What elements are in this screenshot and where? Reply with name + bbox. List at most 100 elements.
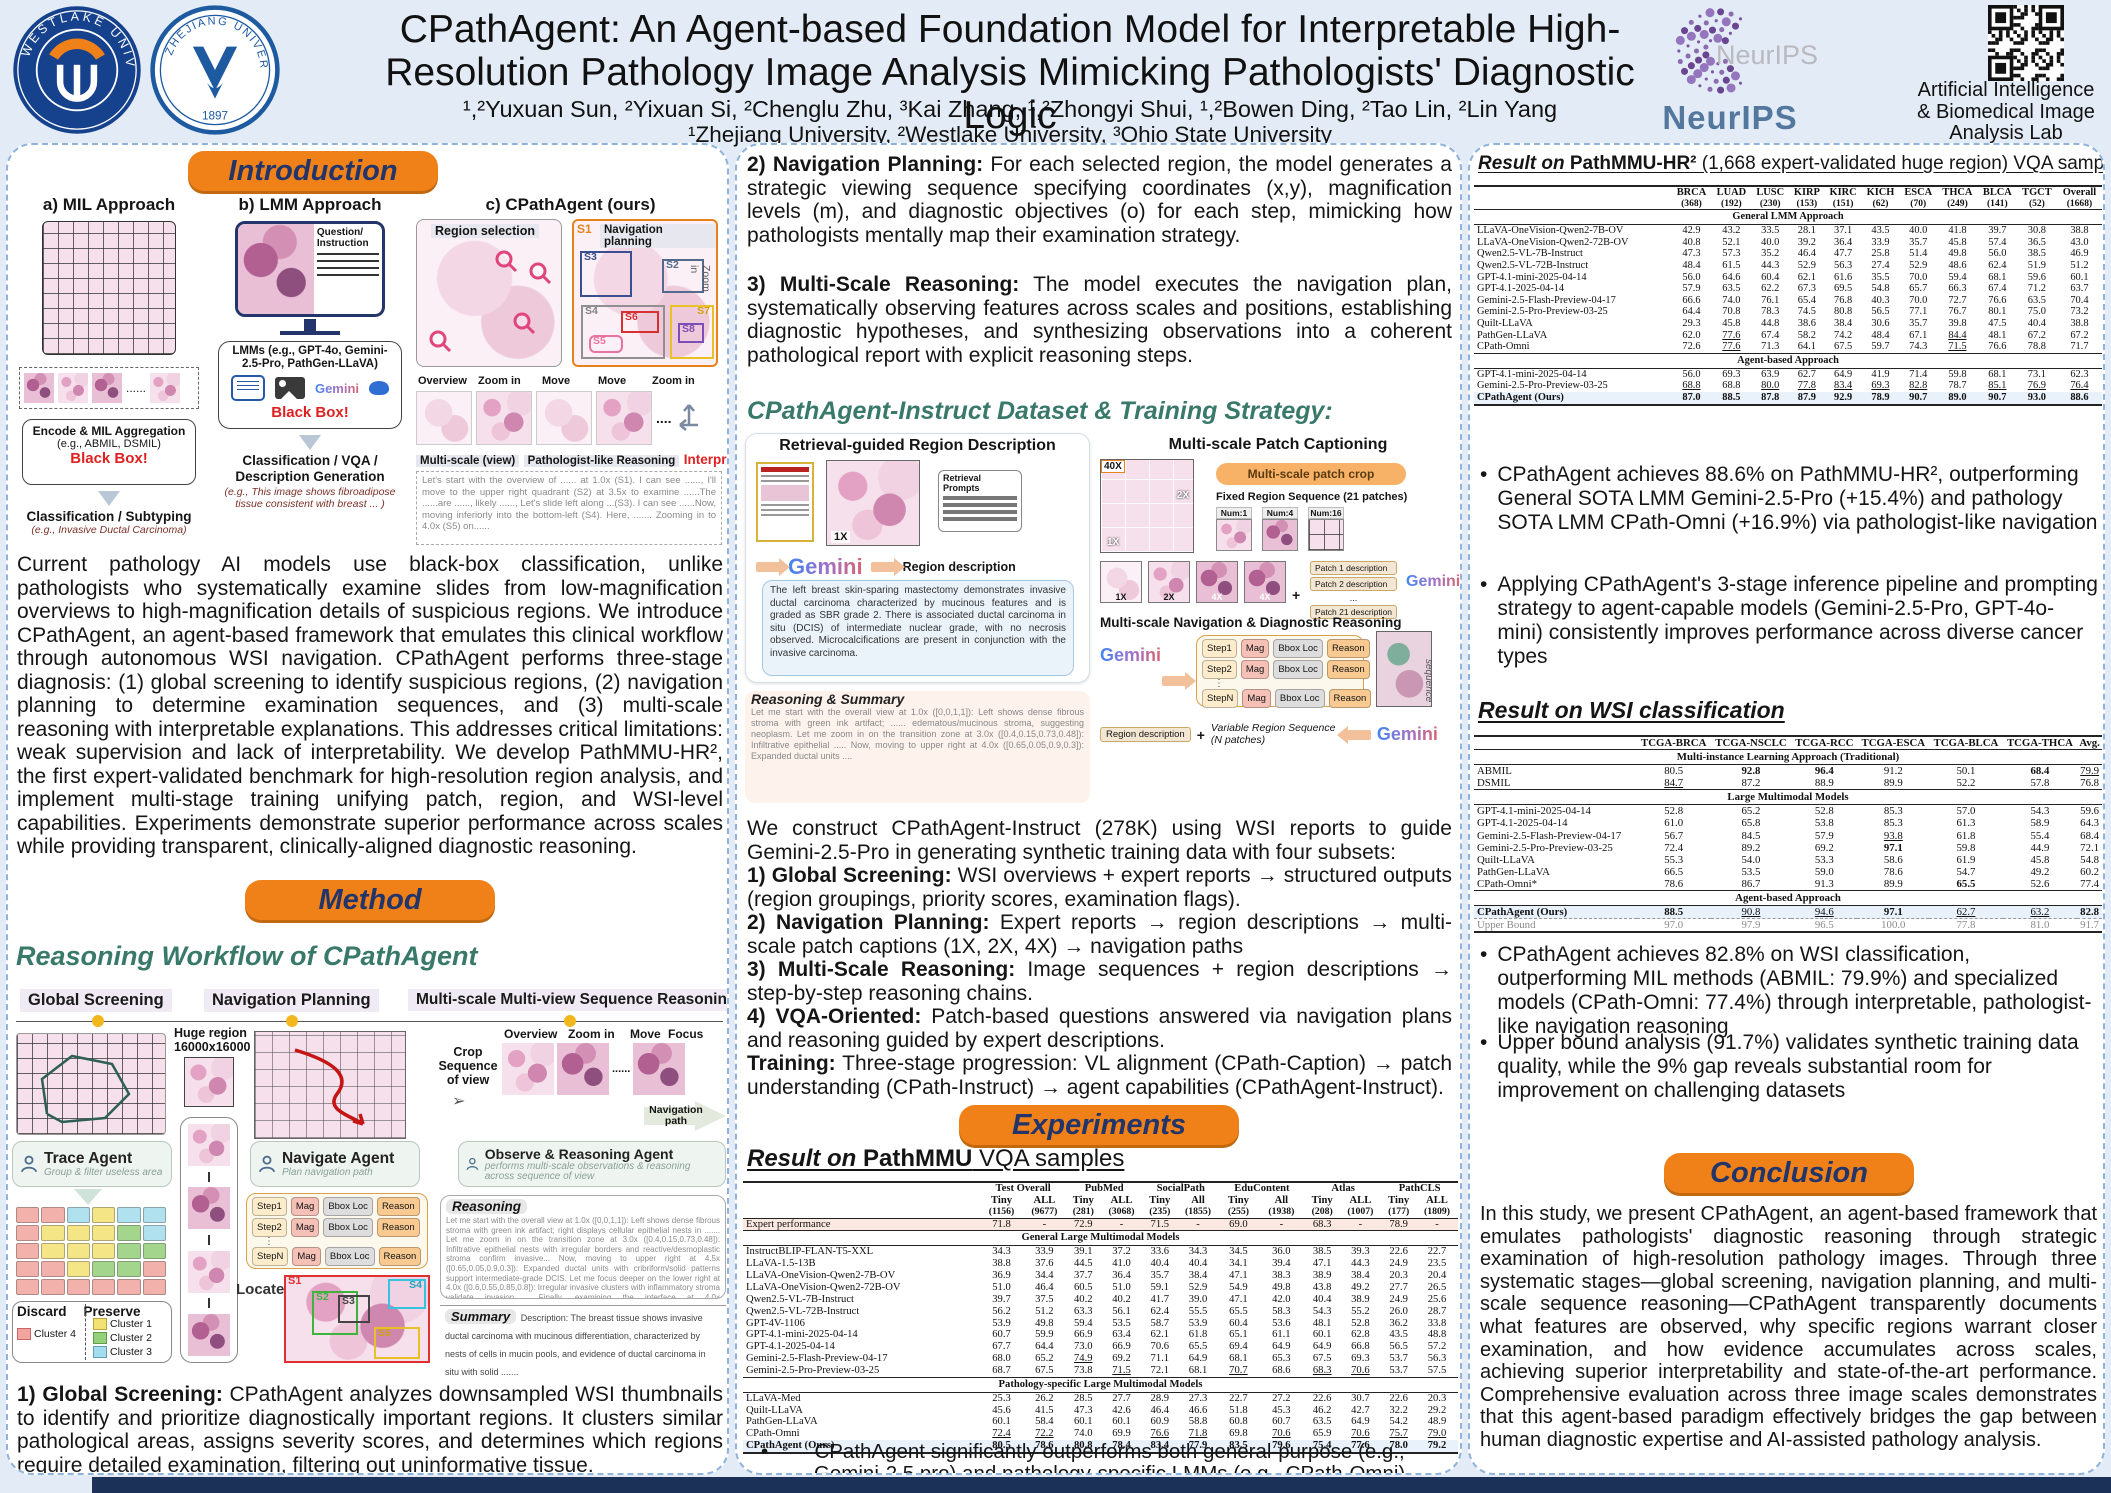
num16-chip: Num:16 (1308, 507, 1344, 519)
navigation-planning-paragraph: 2) Navigation Planning: For each selecte… (747, 153, 1452, 247)
located-region-image: S1 S2 S3 S4 S5 (284, 1275, 430, 1363)
retrieval-prompts-box: Retrieval Prompts (938, 470, 1022, 532)
gemini-logo-text: Gemini (788, 554, 863, 579)
arrow-right-icon (756, 558, 790, 576)
fig-mil-approach: a) MIL Approach ...... Encode & MIL Aggr… (14, 195, 204, 547)
hr2-bullet-2: • Applying CPathAgent's 3-stage inferenc… (1480, 573, 2098, 669)
navigation-path-label: Navigation path (649, 1104, 703, 1127)
reasoning-box-title: Reasoning (446, 1199, 528, 1214)
1x-label: 1X (831, 531, 851, 543)
timeline-dot (286, 1015, 298, 1027)
zhejiang-university-logo: ZHEJIANG UNIVERSITY 1897 (150, 5, 280, 135)
patch-row: ...... (19, 367, 199, 409)
wsi-bullet-2-text: Upper bound analysis (91.7%) validates s… (1497, 1031, 2079, 1102)
results-table: TCGA-BRCA TCGA-NSCLC TCGA-RCC TCGA-ESCA TCGA… (1474, 735, 2102, 934)
num-row: Num:1 Num:4 Num:16 (1216, 507, 1344, 551)
move-label: Move (630, 1027, 661, 1041)
pathologist-icon (466, 1157, 479, 1171)
connector (208, 1171, 210, 1182)
view-thumb (416, 391, 472, 445)
step-chip: Mag (1240, 660, 1270, 679)
conclusion-section-pill: Conclusion (1664, 1153, 1914, 1193)
neurips-wordmark: NeurIPS (1716, 40, 1819, 70)
step-chip: Step2 (252, 1218, 287, 1237)
reasoning-summary-text: Let me start with the overall view at 1.… (751, 707, 1084, 761)
step-chip: Mag (1242, 689, 1271, 708)
s6-box: S6 (621, 311, 659, 333)
zoom-in-label: Zoom in (568, 1027, 615, 1041)
locate-label: Locate (236, 1281, 285, 1298)
authors: ¹,²Yuxuan Sun, ²Yixuan Si, ²Chenglu Zhu,… (462, 96, 1558, 122)
table-row: Qwen2.5-VL-72B-Instruct 56.2 51.2 63.3 56.1 6… (746, 1305, 1447, 1317)
table-row: Upper Bound 97.0 97.9 96.5 100.0 77.8 81.0 91.7 (1474, 918, 2102, 933)
40x-label: 40X (1101, 460, 1125, 473)
dataset-item-4: 4) VQA-Oriented: Patch-based questions a… (747, 1005, 1453, 1052)
scale-strip: 1X 2X 4X 4X + (1100, 561, 1300, 603)
pathmmu-heading: Result on PathMMU VQA samples (747, 1145, 1124, 1173)
table-row: LLaVA-OneVision-Qwen2-7B-OV 42.9 43.2 33.5 2… (1477, 224, 2089, 236)
table-row: Gemini-2.5-Pro-Preview-03-25 64.4 70.8 78.3… (1477, 306, 2089, 318)
bullet-marker: • (1480, 573, 1488, 596)
lab-name: Artificial Intelligence & Biomedical Ima… (1905, 79, 2107, 145)
s5-box: S5 (374, 1327, 420, 1359)
step-chip: Bbox Loc (1273, 639, 1323, 658)
patch-thumb (92, 373, 122, 403)
ellipsis: ... (1349, 593, 1358, 603)
num4-chip: Num:4 (1262, 507, 1298, 519)
heading-rest: (1,668 expert-validated huge region) VQA… (1696, 153, 2105, 174)
table-row: LLaVA-OneVision-Qwen2-72B-OV 40.8 52.1 40.0… (1477, 236, 2089, 248)
step-chip: Bbox Loc (1274, 689, 1325, 708)
fig-cpathagent: c) CPathAgent (ours) Region selection S1… (416, 195, 727, 547)
image-icon (274, 377, 305, 399)
reasoning-snippet: Let's start with the overview of ...... … (416, 471, 722, 545)
pathmmu-hr2-results-table: BRCA (368) LUAD (192) LUSC (230) KIRP (153) KIRC… (1474, 185, 2102, 406)
heading-strong: PathMMU (863, 1145, 973, 1172)
table-row: Gemini-2.5-Pro-Preview-03-25 72.4 89.2 69.2… (1477, 841, 2100, 854)
agg-line-2: (e.g., ABMIL, DSMIL) (57, 438, 161, 450)
trace-agent-box: Trace Agent Group & filter useless area (12, 1141, 172, 1187)
patch-captioning-card: Multi-scale Patch Captioning 40X 2X 1X M… (1100, 433, 1460, 809)
timeline (16, 1021, 723, 1022)
patch-thumb (58, 373, 88, 403)
1x-inner-label: 1X (1107, 537, 1120, 548)
region-selection-label: Region selection (431, 224, 540, 238)
pathmmu-results-table: Test Overall PubMed SocialPath EduContent At… (743, 1181, 1458, 1454)
num-thumb (1216, 519, 1252, 551)
lab-line-3: Analysis Lab (1949, 122, 2063, 144)
ellipsis: .... (656, 410, 672, 426)
legend-cluster4: Cluster 4 (17, 1328, 76, 1340)
table-row: GPT-4.1-mini-2025-04-14 56.0 69.3 63.9 62.7 6… (1477, 368, 2089, 380)
global-screening-lead: 1) Global Screening: (17, 1383, 223, 1406)
heading-strong: PathMMU-HR² (1569, 153, 1697, 174)
strip-label: Move (598, 375, 627, 387)
table-row: GPT-4.1-mini-2025-04-14 56.0 64.6 60.4 62.1 6… (1477, 271, 2089, 283)
step-chip: Bbox Loc (324, 1247, 375, 1266)
step-chip: Reason (1326, 639, 1370, 658)
dataset-figure: Retrieval-guided Region Description 1X R… (745, 433, 1460, 809)
s3-box: S3 (338, 1295, 370, 1323)
table-row: Expert performance 71.8-72.9-71.5-69.0-68… (743, 1218, 1458, 1231)
patch-thumb (188, 1313, 230, 1356)
dataset-description: We construct CPathAgent-Instruct (278K) … (747, 817, 1452, 1099)
construct-intro: We construct CPathAgent-Instruct (278K) … (747, 817, 1452, 864)
strip-label: Overview (418, 375, 467, 387)
intro-figure: a) MIL Approach ...... Encode & MIL Aggr… (14, 195, 727, 547)
step-chip: Step1 (252, 1197, 287, 1216)
table-row: PathGen-LLaVA 60.1 58.4 60.1 60.1 60.9 58.8 60.… (746, 1416, 1447, 1428)
multiscale-view-label: Multi-scale (view) (416, 455, 520, 467)
patch-desc-chip: Patch 2 description (1310, 577, 1398, 591)
scale-thumb-4x: 4X (1196, 561, 1238, 603)
agg-line-1: Encode & MIL Aggregation (32, 424, 186, 438)
patch-thumb (188, 1250, 230, 1293)
classification-example: (e.g., Invasive Ductal Carcinoma) (31, 524, 187, 536)
navigate-agent-name: Navigate Agent (282, 1149, 395, 1167)
table-row: Gemini-2.5-Flash-Preview-04-17 56.7 84.5 57… (1477, 829, 2100, 842)
retrieval-prompts-label: Retrieval Prompts (943, 473, 982, 493)
vertical-ellipsis: ⋮ (264, 1236, 274, 1247)
dataset-strategy-title: CPathAgent-Instruct Dataset & Training S… (747, 397, 1333, 425)
table-section-row: Large Multimodal Models (1474, 789, 2102, 806)
trace-agent-desc: Group & filter useless area (44, 1166, 163, 1178)
patch-thumb (188, 1187, 230, 1230)
table-row: Gemini-2.5-Pro-Preview-03-25 68.8 68.8 80.0… (1477, 380, 2089, 392)
legend-cluster3: Cluster 3 (93, 1346, 152, 1358)
